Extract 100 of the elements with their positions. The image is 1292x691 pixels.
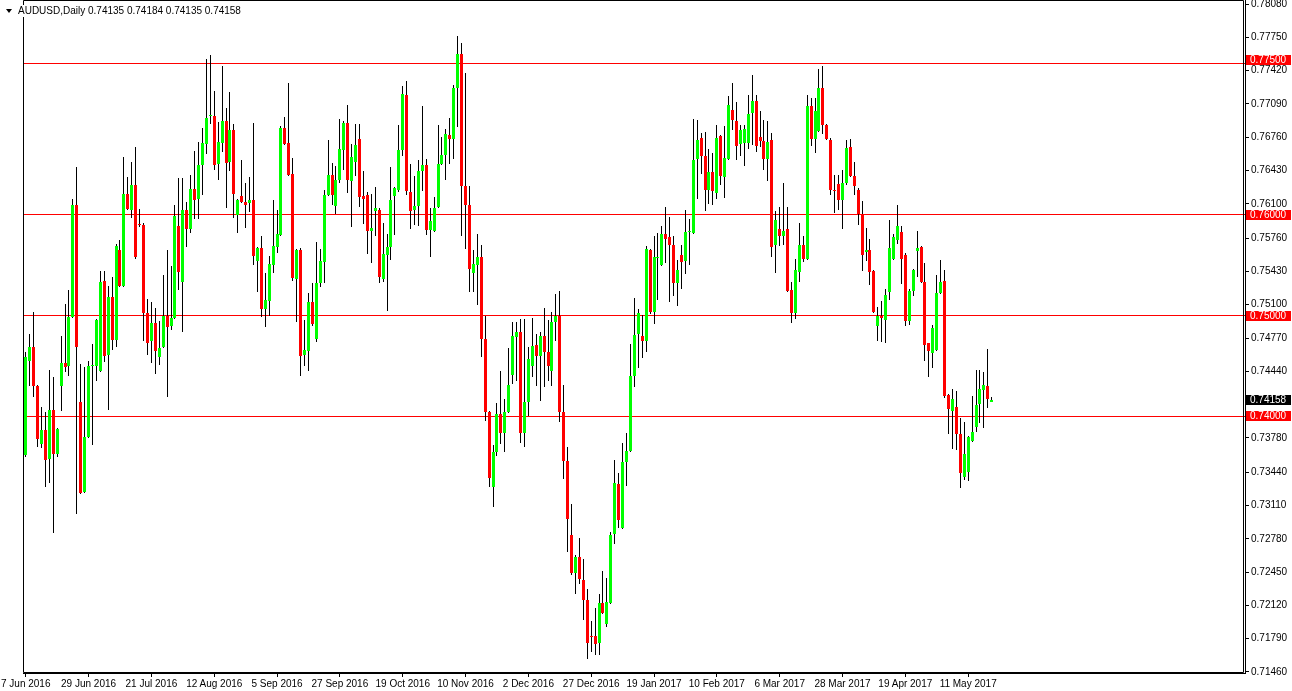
candlestick [782, 183, 785, 245]
candlestick [158, 321, 161, 365]
x-tick-label: 21 Jul 2016 [125, 677, 178, 689]
x-tick-label: 5 Sep 2016 [251, 677, 304, 689]
candlestick [240, 160, 243, 202]
ref-line-label: 0.75000 [1250, 310, 1287, 322]
candlestick [437, 125, 440, 207]
y-tick-label: 0.72120 [1251, 599, 1288, 611]
y-tick-label: 0.73440 [1251, 465, 1288, 477]
candlestick [382, 223, 385, 282]
candlestick [350, 144, 353, 227]
candlestick [735, 102, 738, 160]
candlestick [916, 231, 919, 277]
candlestick [71, 199, 74, 317]
candlestick [707, 149, 710, 204]
y-tick-label: 0.76430 [1251, 164, 1288, 176]
candlestick [547, 320, 550, 381]
candlestick [346, 105, 349, 193]
candlestick [837, 175, 840, 210]
candlestick [228, 92, 231, 171]
x-tick-label: 27 Dec 2016 [562, 677, 620, 689]
x-tick-label: 11 May 2017 [939, 677, 998, 689]
candlestick [476, 234, 479, 305]
candlestick [594, 608, 597, 655]
candlestick [307, 293, 310, 371]
candlestick [963, 422, 966, 480]
candlestick [236, 200, 239, 233]
candlestick [217, 122, 220, 180]
candlestick [433, 197, 436, 231]
candlestick [389, 167, 392, 260]
candlestick [755, 95, 758, 152]
candlestick [806, 95, 809, 259]
candlestick [774, 211, 777, 273]
candlestick [719, 136, 722, 185]
x-tick-label: 19 Oct 2016 [375, 677, 431, 689]
candlestick [570, 504, 573, 573]
candlestick [448, 118, 451, 164]
candlestick [334, 166, 337, 214]
candlestick [327, 140, 330, 195]
candlestick [338, 119, 341, 183]
candlestick [417, 160, 420, 226]
candlestick [67, 290, 70, 376]
candlestick [865, 228, 868, 261]
y-tick-label: 0.77090 [1251, 97, 1288, 109]
candlestick [668, 217, 671, 302]
candlestick [982, 372, 985, 428]
x-tick-label: 10 Nov 2016 [437, 677, 495, 689]
candlestick [660, 226, 663, 265]
candlestick [539, 332, 542, 401]
x-tick-label: 19 Apr 2017 [878, 677, 933, 689]
y-tick-label: 0.74440 [1251, 365, 1288, 377]
x-tick-label: 10 Feb 2017 [688, 677, 746, 689]
y-tick-label: 0.77750 [1251, 31, 1288, 43]
candlestick [401, 86, 404, 156]
candlestick [829, 140, 832, 195]
candlestick [939, 260, 942, 293]
candlestick [810, 98, 813, 146]
candlestick [370, 194, 373, 263]
candlestick [978, 370, 981, 423]
candlestick [511, 322, 514, 384]
candlestick [731, 83, 734, 130]
y-tick-label: 0.75430 [1251, 265, 1288, 277]
candlestick [884, 289, 887, 343]
ref-line-label: 0.74000 [1250, 410, 1287, 422]
candlestick [122, 157, 125, 286]
candlestick [621, 443, 624, 528]
y-tick-label: 0.75760 [1251, 231, 1288, 243]
candlestick [48, 370, 51, 483]
candlestick [507, 348, 510, 412]
y-tick-label: 0.74770 [1251, 331, 1288, 343]
candlestick [358, 124, 361, 207]
candlestick [951, 389, 954, 449]
x-tick-label: 19 Jan 2017 [626, 677, 682, 689]
candlestick [429, 208, 432, 257]
candlestick [645, 246, 648, 352]
y-tick-label: 0.73110 [1251, 499, 1287, 511]
candlestick [613, 460, 616, 544]
y-tick-label: 0.71460 [1251, 665, 1288, 677]
candlestick [40, 407, 43, 448]
y-tick-label: 0.72450 [1251, 565, 1288, 577]
candlestick [405, 81, 408, 195]
candlestick [802, 236, 805, 262]
candlestick [99, 271, 102, 371]
candlestick [566, 447, 569, 552]
candlestick [821, 66, 824, 134]
candlestick [452, 85, 455, 159]
candlestick [527, 347, 530, 416]
candlestick [692, 119, 695, 233]
candlestick [323, 190, 326, 283]
text: 0.74158 [1250, 394, 1287, 406]
candlestick [248, 177, 251, 212]
candlestick [617, 473, 620, 528]
candlestick [715, 125, 718, 199]
y-tick-label: 0.75100 [1251, 298, 1288, 310]
candlestick [213, 91, 216, 170]
candlestick [550, 312, 553, 386]
candlestick [87, 361, 90, 437]
candlestick [700, 133, 703, 174]
candlestick [586, 589, 589, 659]
y-tick-label: 0.73780 [1251, 431, 1288, 443]
